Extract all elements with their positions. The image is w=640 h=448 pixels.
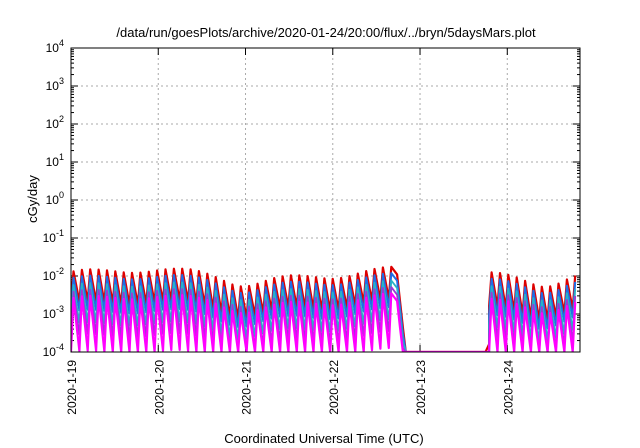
- series-line-5: [71, 292, 577, 352]
- y-tick-label: 10-2: [43, 266, 64, 283]
- y-tick-label: 10-4: [43, 342, 64, 359]
- y-tick-labels: 10-4 10-3 10-2 10-1 100 101 102 103 104: [43, 38, 64, 359]
- y-axis-label: cGy/day: [25, 175, 40, 223]
- x-tick-label: 2020-1-23: [414, 360, 428, 415]
- y-tick-label: 10-1: [43, 228, 64, 245]
- x-tick-label: 2020-1-20: [152, 360, 166, 415]
- x-tick-labels: 2020-1-19 2020-1-20 2020-1-21 2020-1-22 2020…: [65, 360, 515, 415]
- chart-title: /data/run/goesPlots/archive/2020-01-24/2…: [116, 25, 536, 40]
- y-tick-label: 10-3: [43, 304, 64, 321]
- y-tick-label: 104: [46, 38, 64, 55]
- x-tick-label: 2020-1-19: [65, 360, 79, 415]
- x-tick-label: 2020-1-21: [240, 360, 254, 415]
- x-axis-label: Coordinated Universal Time (UTC): [224, 431, 423, 446]
- y-tick-label: 103: [46, 76, 64, 93]
- x-tick-label: 2020-1-24: [501, 360, 515, 415]
- y-tick-label: 102: [46, 114, 64, 131]
- x-tick-label: 2020-1-22: [327, 360, 341, 415]
- plot-frame: [70, 47, 581, 353]
- y-tick-label: 101: [46, 152, 64, 169]
- series-lines: [71, 265, 577, 352]
- y-tick-label: 100: [46, 190, 64, 207]
